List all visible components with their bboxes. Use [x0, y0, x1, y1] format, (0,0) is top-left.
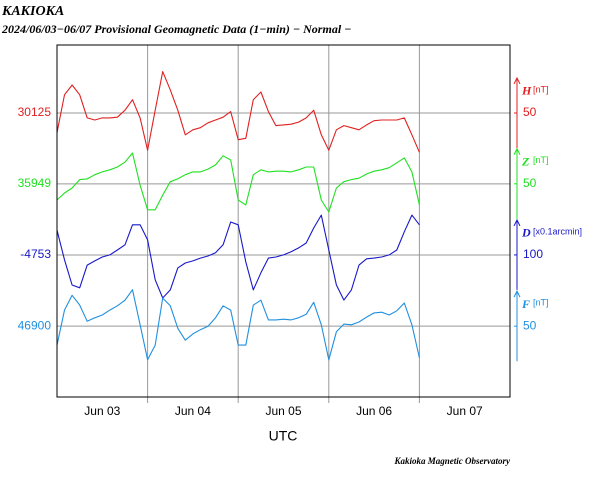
series-line: [56, 289, 420, 361]
series-unit: [nT]: [533, 297, 549, 307]
series-name: Z: [521, 155, 530, 169]
scale-label: 50: [523, 105, 537, 119]
series-line: [56, 214, 420, 301]
x-axis-label: UTC: [269, 428, 298, 444]
scale-arrow: [513, 76, 521, 85]
x-tick-label: Jun 05: [265, 404, 301, 418]
scale-arrow: [513, 290, 521, 298]
scale-label: 50: [523, 318, 537, 332]
series-line: [56, 71, 420, 153]
series-name: D: [521, 226, 531, 240]
series-name: H: [521, 84, 532, 98]
chart-subtitle: 2024/06/03−06/07 Provisional Geomagnetic…: [1, 22, 351, 36]
y-tick-label: 46900: [18, 318, 52, 332]
series-unit: [nT]: [533, 84, 549, 94]
x-tick-label: Jun 04: [175, 404, 211, 418]
chart-title: KAKIOKA: [1, 4, 64, 19]
scale-label: 100: [523, 247, 543, 261]
series-name: F: [521, 297, 530, 311]
plot-frame: [56, 44, 511, 398]
scale-label: 50: [523, 176, 537, 190]
scale-arrow: [513, 147, 521, 156]
series-unit: [nT]: [533, 155, 549, 165]
series-unit: [x0.1arcmin]: [533, 226, 582, 236]
x-tick-label: Jun 07: [447, 404, 483, 418]
x-tick-label: Jun 03: [84, 404, 120, 418]
scale-arrow: [513, 218, 521, 227]
y-tick-label: 35949: [18, 176, 52, 190]
y-tick-label: 30125: [18, 105, 52, 119]
series-line: [56, 152, 420, 213]
credit: Kakioka Magnetic Observatory: [394, 456, 511, 466]
x-tick-label: Jun 06: [356, 404, 392, 418]
y-tick-label: -4753: [20, 247, 51, 261]
